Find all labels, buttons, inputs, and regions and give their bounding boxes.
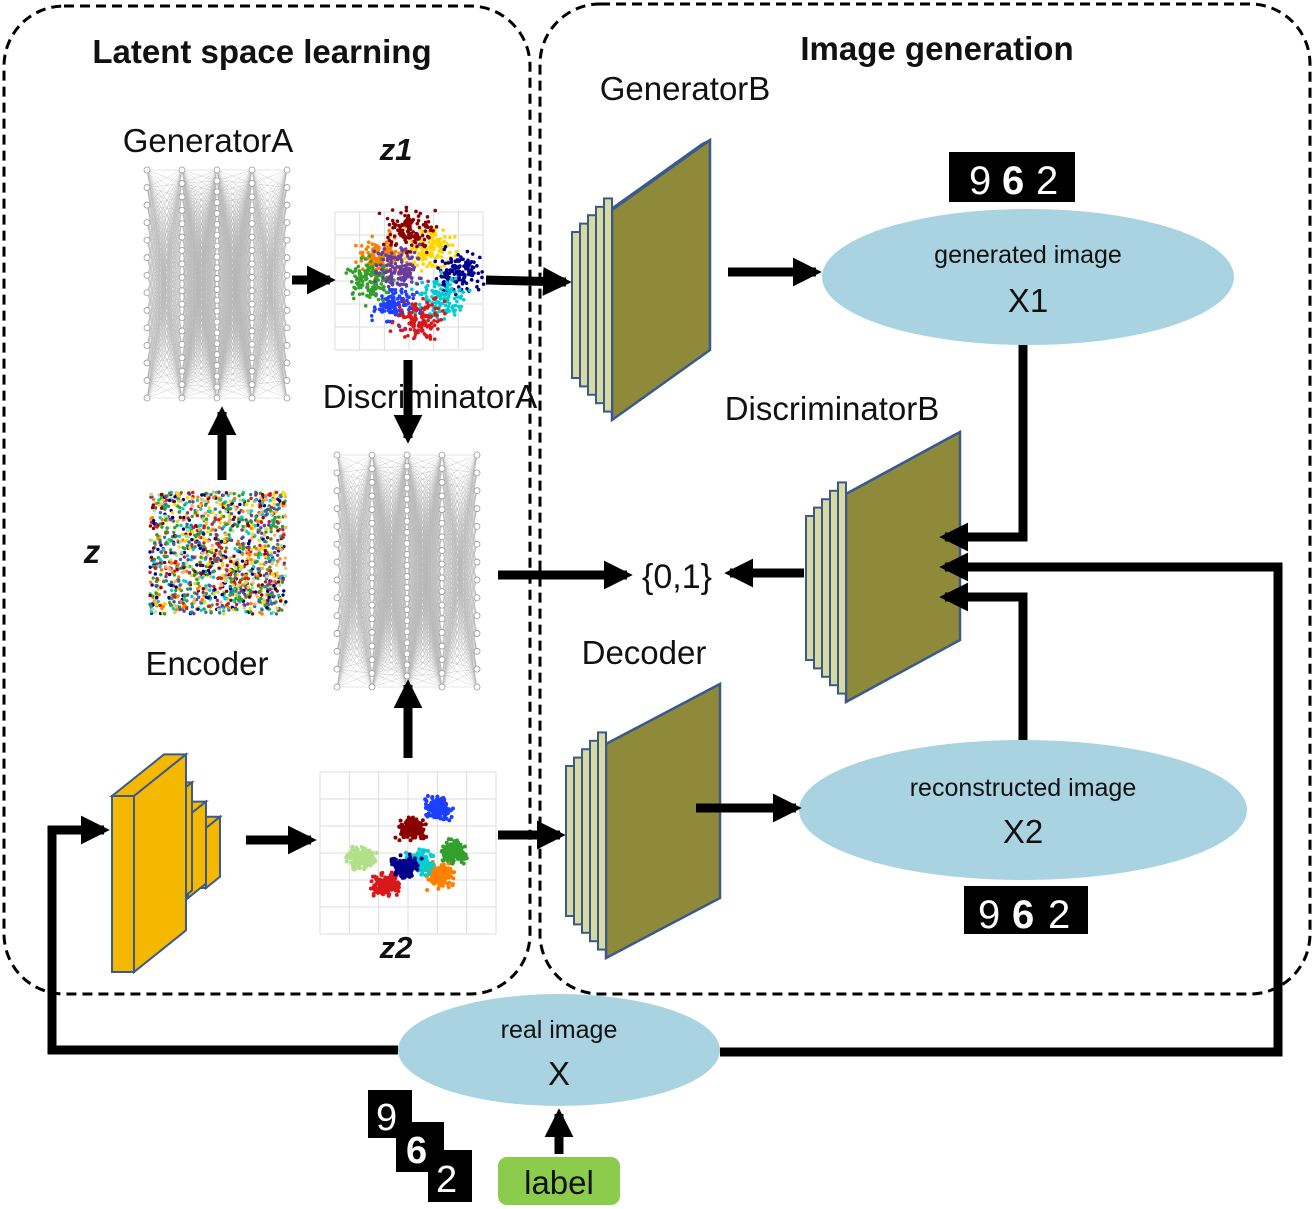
- generator-b-block: [571, 137, 712, 423]
- connectors: [47, 257, 1283, 1154]
- z1-scatter-plot: [334, 205, 486, 351]
- decoder-block: [565, 681, 722, 961]
- reconstructed-image-title: reconstructed image: [910, 774, 1137, 802]
- discriminator-b-block: [805, 429, 962, 705]
- decoder-label: Decoder: [582, 634, 707, 671]
- real-digits: 9 6 2: [368, 1090, 472, 1202]
- z-label: z: [83, 533, 101, 570]
- latent-space-title: Latent space learning: [92, 33, 431, 70]
- real-image-ellipse: [398, 994, 720, 1106]
- arrow-x1-to-discB: [939, 345, 1028, 552]
- output-set-label: {0,1}: [642, 558, 712, 596]
- real-image-title: real image: [501, 1016, 618, 1044]
- generated-image-ellipse: [822, 209, 1234, 345]
- image-generation-title: Image generation: [800, 30, 1073, 67]
- label-text: label: [524, 1164, 594, 1201]
- real-image-symbol: X: [548, 1055, 570, 1092]
- reconstructed-image-ellipse: [799, 740, 1247, 880]
- z1-label: z1: [379, 132, 413, 167]
- arrow-real-to-encoder: [47, 815, 398, 1055]
- z2-scatter-plot: [319, 771, 497, 935]
- z2-label: z2: [379, 930, 413, 965]
- arrow-x2-to-discB: [939, 582, 1028, 740]
- arrow-z1-to-genB: [485, 267, 572, 296]
- arrow-real-to-discB: [720, 552, 1283, 1057]
- reconstructed-image-symbol: X2: [1003, 813, 1043, 850]
- generated-image-symbol: X1: [1008, 282, 1048, 319]
- z-noise-scatter: [148, 490, 288, 616]
- discriminator-b-label: DiscriminatorB: [725, 390, 940, 427]
- generated-image-title: generated image: [934, 241, 1122, 269]
- generated-digits: 9 6 2: [949, 152, 1075, 203]
- generator-a-label: GeneratorA: [123, 122, 294, 159]
- encoder-label: Encoder: [146, 645, 269, 682]
- image-generation-panel: [538, 2, 1312, 996]
- discriminator-a-label: DiscriminatorA: [323, 378, 538, 415]
- latent-space-panel: [2, 4, 532, 996]
- label-box: [498, 1157, 620, 1205]
- encoder-block: [109, 752, 223, 975]
- generator-b-label: GeneratorB: [600, 70, 771, 107]
- reconstructed-digits: 9 6 2: [964, 886, 1088, 937]
- generator-a-network: [143, 166, 291, 402]
- discriminator-a-network: [333, 451, 481, 691]
